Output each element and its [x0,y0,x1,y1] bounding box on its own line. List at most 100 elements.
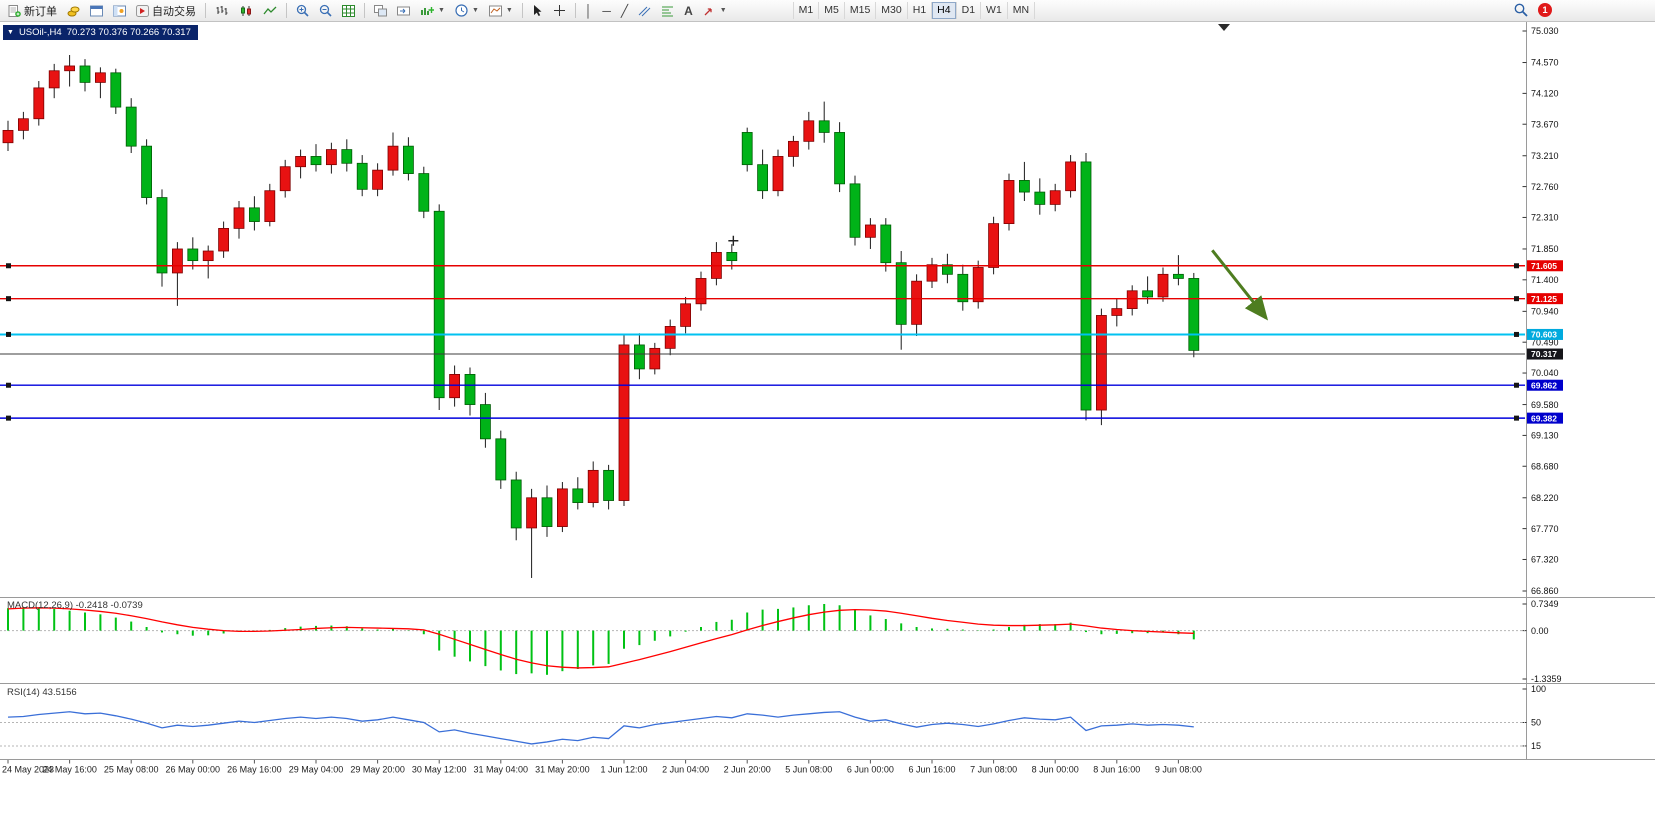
timeframe-H1[interactable]: H1 [908,2,933,19]
chart-shift-marker-icon[interactable] [1218,24,1230,31]
candle [372,169,384,190]
candle [1003,180,1015,225]
search-icon[interactable] [1514,3,1528,17]
candle [972,267,984,303]
line-handle[interactable] [1514,331,1519,337]
candle [895,262,907,325]
auto-scroll-icon [397,6,410,15]
timeframe-H4[interactable]: H4 [932,2,957,19]
price-tag-71.605 [1527,260,1563,272]
dropdown-caret-icon: ▼ [505,7,513,14]
line-handle[interactable] [6,331,11,337]
price-tag-70.603 [1527,328,1563,340]
bar-chart-button[interactable] [211,1,233,21]
zoom-in-button[interactable] [292,1,313,21]
tile-windows-button[interactable] [338,1,359,21]
candle [634,344,645,370]
timeframe-W1[interactable]: W1 [981,2,1008,19]
candle [1111,308,1123,316]
price-tick-label: 68.680 [1531,461,1559,471]
market-watch-button[interactable] [63,1,84,21]
chart-symbol-period: USOil-,H4 [18,26,62,38]
line-handle[interactable] [6,415,11,421]
trendline-button[interactable]: ╱ [617,1,632,21]
zoom-in-icon [296,4,309,17]
time-tick-label: 24 May 2023 [2,765,54,775]
time-tick-label: 29 May 04:00 [289,765,344,775]
time-tick-label: 29 May 20:00 [350,765,405,775]
price-tick-label: 70.940 [1531,307,1559,317]
indicators-button[interactable]: ▼ [416,1,449,21]
timeframe-M5[interactable]: M5 [819,2,845,19]
new-order-button[interactable]: 新订单 [4,1,61,21]
periods-button[interactable]: ▼ [451,1,483,21]
time-tick-label: 6 Jun 16:00 [908,765,955,775]
timeframe-M1[interactable]: M1 [794,2,820,19]
text-label-button[interactable]: A [680,1,697,21]
line-handle[interactable] [6,263,11,269]
cascade-windows-icon [374,4,387,16]
candle [726,251,738,262]
notification-badge[interactable]: 1 [1538,3,1552,17]
candle [418,173,430,212]
main-toolbar: 新订单 自动交易 ▼ ▼ [0,0,1655,22]
candle [541,497,553,527]
autotrade-button[interactable]: 自动交易 [132,1,200,21]
line-handle[interactable] [6,296,11,302]
macd-axis-label: 0.00 [1531,626,1549,636]
navigator-icon [113,5,126,16]
candle [587,469,599,503]
crosshair-button[interactable] [549,1,570,21]
price-tag-text: 70.603 [1531,330,1557,340]
arrows-button[interactable]: ▼ [699,1,731,21]
templates-button[interactable]: ▼ [485,1,517,21]
data-window-button[interactable] [86,1,107,21]
time-tick-label: 1 Jun 12:00 [600,765,647,775]
line-handle[interactable] [1514,296,1519,302]
horizontal-line-button[interactable]: ─ [598,1,615,21]
timeframe-D1[interactable]: D1 [957,2,982,19]
sell-direction-arrow[interactable] [1211,249,1269,321]
candlestick-chart-button[interactable] [235,1,257,21]
candle [988,223,999,268]
main-chart-panel[interactable] [0,24,1525,578]
line-handle[interactable] [1514,263,1519,269]
line-handle[interactable] [6,382,11,388]
channel-button[interactable] [634,1,655,21]
candle [295,156,307,168]
candle [1096,315,1107,411]
zoom-out-button[interactable] [315,1,336,21]
add-indicator-icon [421,6,434,15]
line-handle[interactable] [1514,382,1519,388]
auto-scroll-button[interactable] [393,1,414,21]
cursor-button[interactable] [528,1,547,21]
timeframe-MN[interactable]: MN [1008,2,1036,19]
candle [402,145,414,174]
candle [865,224,876,238]
arrange-windows-button[interactable] [370,1,391,21]
fibonacci-button[interactable] [657,1,678,21]
candles-layer [2,54,1200,578]
chart-collapse-icon[interactable]: ▼ [7,28,14,36]
candle [695,278,707,305]
candle [572,488,584,503]
timeframe-M30[interactable]: M30 [876,2,908,19]
line-chart-button[interactable] [259,1,281,21]
price-tick-label: 66.860 [1531,586,1559,596]
candle [387,145,399,171]
channel-icon [638,6,651,16]
candle [603,469,614,501]
navigator-button[interactable] [109,1,130,21]
price-tick-label: 73.670 [1531,119,1559,129]
autotrade-icon [136,4,149,17]
price-tag-text: 71.605 [1531,261,1557,271]
vertical-line-button[interactable]: │ [581,1,597,21]
candle [202,250,214,262]
line-handle[interactable] [1514,415,1519,421]
timeframe-M15[interactable]: M15 [845,2,877,19]
fibonacci-icon [662,6,674,16]
candle [264,190,276,222]
price-axis[interactable]: 75.030 74.570 74.120 73.670 73.210 72.760 72.3… [0,22,1655,760]
